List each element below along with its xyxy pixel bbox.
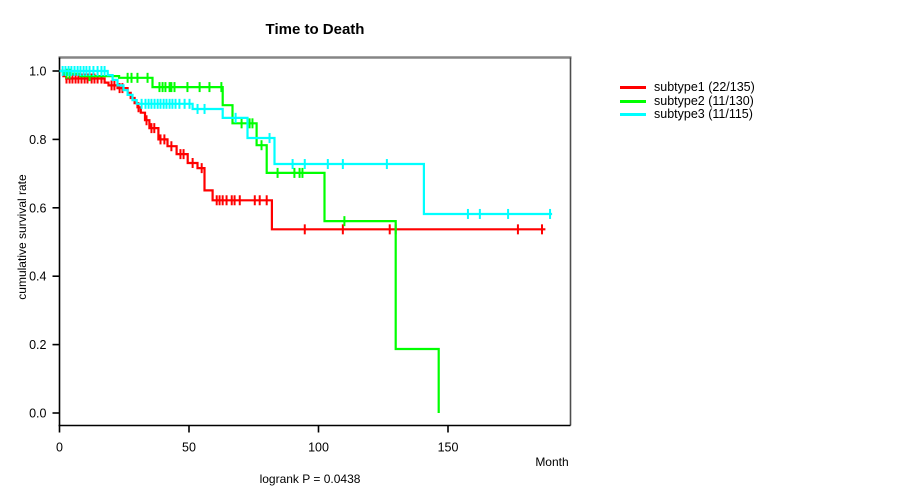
x-tick-label: 50: [182, 441, 196, 455]
legend: subtype1 (22/135) subtype2 (11/130) subt…: [620, 80, 755, 122]
legend-swatch-subtype2: [620, 99, 646, 103]
x-tick-label: 0: [56, 441, 63, 455]
legend-item: subtype1 (22/135): [620, 80, 755, 95]
legend-label-subtype2: subtype2 (11/130): [654, 93, 754, 108]
legend-swatch-subtype3: [620, 113, 646, 117]
legend-label-subtype3: subtype3 (11/115): [654, 107, 753, 121]
plot-title: Time to Death: [265, 21, 365, 38]
x-axis-title: Month: [535, 455, 569, 469]
y-axis-ticks: 1.0 0.8 0.6 0.4 0.2 0.0: [29, 65, 60, 421]
y-tick-label: 0.4: [29, 270, 46, 284]
legend-item: subtype2 (11/130): [620, 93, 755, 109]
y-tick-label: 1.0: [29, 65, 46, 79]
legend-swatch-subtype1: [620, 86, 646, 90]
y-axis-title: cumulative survival rate: [15, 174, 29, 300]
x-tick-label: 150: [438, 441, 459, 455]
legend-label-subtype1: subtype1 (22/135): [654, 80, 755, 94]
survival-curve-subtype3: [59, 69, 553, 216]
survival-curve-subtype1: [59, 69, 546, 231]
x-axis-ticks: 0 50 100 150: [56, 425, 459, 455]
censor-ticks-subtype3: [61, 66, 552, 219]
y-tick-label: 0.2: [29, 338, 46, 352]
y-tick-label: 0.8: [29, 133, 46, 147]
y-tick-label: 0.0: [29, 407, 46, 421]
censor-ticks-subtype1: [65, 73, 544, 235]
x-tick-label: 100: [308, 441, 329, 455]
logrank-annotation: logrank P = 0.0438: [259, 472, 361, 486]
legend-item: subtype3 (11/115): [620, 107, 755, 122]
y-tick-label: 0.6: [29, 201, 46, 215]
censor-ticks-subtype2: [65, 68, 346, 227]
km-step-line: [59, 69, 546, 231]
km-step-line: [59, 69, 553, 216]
